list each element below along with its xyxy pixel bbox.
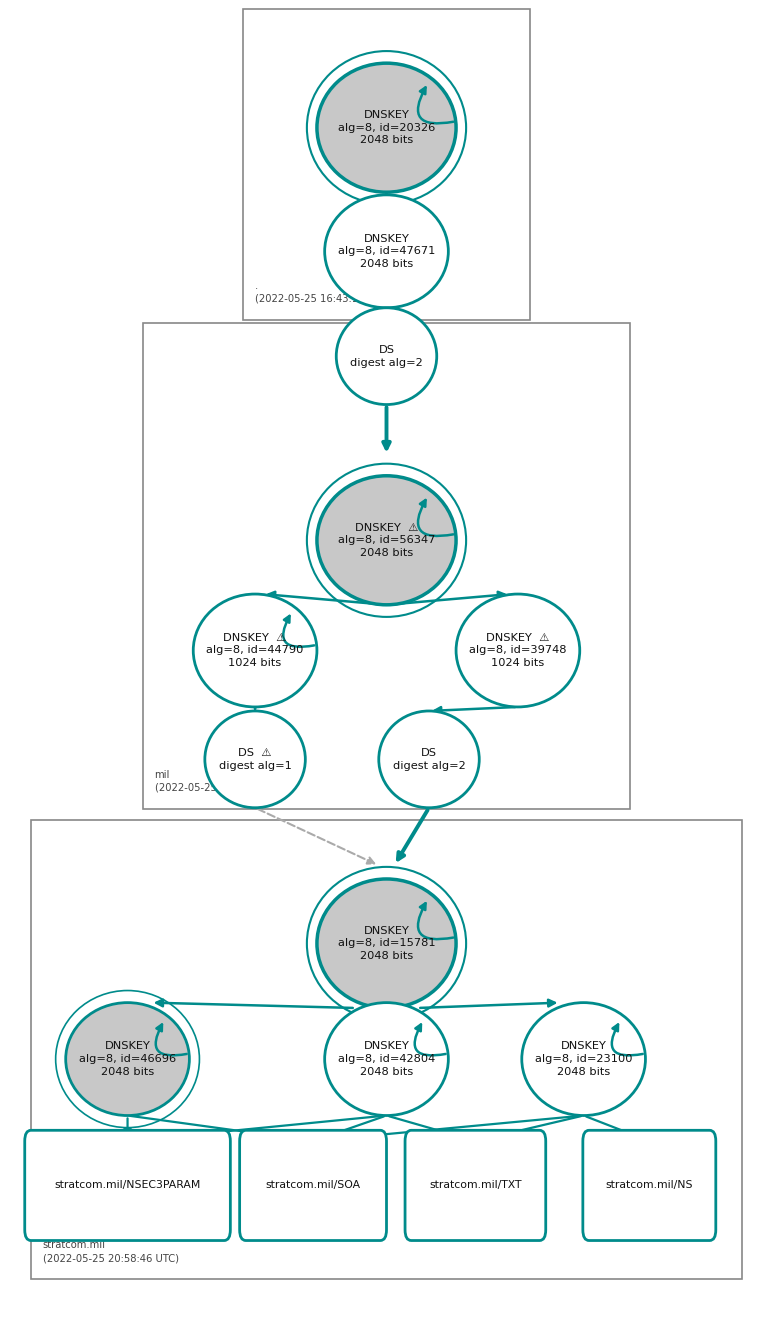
FancyBboxPatch shape <box>583 1130 716 1241</box>
Text: DNSKEY
alg=8, id=15781
2048 bits: DNSKEY alg=8, id=15781 2048 bits <box>338 926 435 961</box>
FancyBboxPatch shape <box>240 1130 386 1241</box>
FancyBboxPatch shape <box>31 820 742 1279</box>
Text: stratcom.mil/NS: stratcom.mil/NS <box>605 1180 693 1191</box>
Text: DS
digest alg=2: DS digest alg=2 <box>350 345 423 367</box>
Text: DNSKEY
alg=8, id=46696
2048 bits: DNSKEY alg=8, id=46696 2048 bits <box>79 1042 176 1077</box>
Text: DNSKEY
alg=8, id=23100
2048 bits: DNSKEY alg=8, id=23100 2048 bits <box>535 1042 632 1077</box>
Ellipse shape <box>379 711 479 808</box>
FancyBboxPatch shape <box>25 1130 230 1241</box>
Ellipse shape <box>522 1003 645 1116</box>
Text: DNSKEY
alg=8, id=20326
2048 bits: DNSKEY alg=8, id=20326 2048 bits <box>338 110 435 145</box>
FancyBboxPatch shape <box>143 323 630 809</box>
Ellipse shape <box>325 195 448 308</box>
Text: DNSKEY
alg=8, id=42804
2048 bits: DNSKEY alg=8, id=42804 2048 bits <box>338 1042 435 1077</box>
Text: DNSKEY
alg=8, id=47671
2048 bits: DNSKEY alg=8, id=47671 2048 bits <box>338 234 435 269</box>
Ellipse shape <box>456 594 580 707</box>
FancyBboxPatch shape <box>405 1130 546 1241</box>
Text: DNSKEY  ⚠️
alg=8, id=44790
1024 bits: DNSKEY ⚠️ alg=8, id=44790 1024 bits <box>206 633 304 668</box>
Ellipse shape <box>325 1003 448 1116</box>
Text: stratcom.mil/SOA: stratcom.mil/SOA <box>265 1180 361 1191</box>
Text: mil
(2022-05-25 18:13:14 UTC): mil (2022-05-25 18:13:14 UTC) <box>155 770 291 793</box>
Ellipse shape <box>317 63 456 192</box>
Ellipse shape <box>193 594 317 707</box>
FancyBboxPatch shape <box>243 9 530 320</box>
Text: stratcom.mil
(2022-05-25 20:58:46 UTC): stratcom.mil (2022-05-25 20:58:46 UTC) <box>43 1241 179 1263</box>
Ellipse shape <box>317 879 456 1008</box>
Text: stratcom.mil/NSEC3PARAM: stratcom.mil/NSEC3PARAM <box>54 1180 201 1191</box>
Text: DS  ⚠️
digest alg=1: DS ⚠️ digest alg=1 <box>219 749 291 770</box>
Text: stratcom.mil/TXT: stratcom.mil/TXT <box>429 1180 522 1191</box>
Text: DNSKEY  ⚠️
alg=8, id=56347
2048 bits: DNSKEY ⚠️ alg=8, id=56347 2048 bits <box>338 523 435 558</box>
Ellipse shape <box>66 1003 189 1116</box>
Text: DNSKEY  ⚠️
alg=8, id=39748
1024 bits: DNSKEY ⚠️ alg=8, id=39748 1024 bits <box>469 633 567 668</box>
Text: .
(2022-05-25 16:43:10 UTC): . (2022-05-25 16:43:10 UTC) <box>255 281 391 304</box>
Ellipse shape <box>336 308 437 405</box>
Text: DS
digest alg=2: DS digest alg=2 <box>393 749 465 770</box>
Ellipse shape <box>317 476 456 605</box>
Ellipse shape <box>205 711 305 808</box>
